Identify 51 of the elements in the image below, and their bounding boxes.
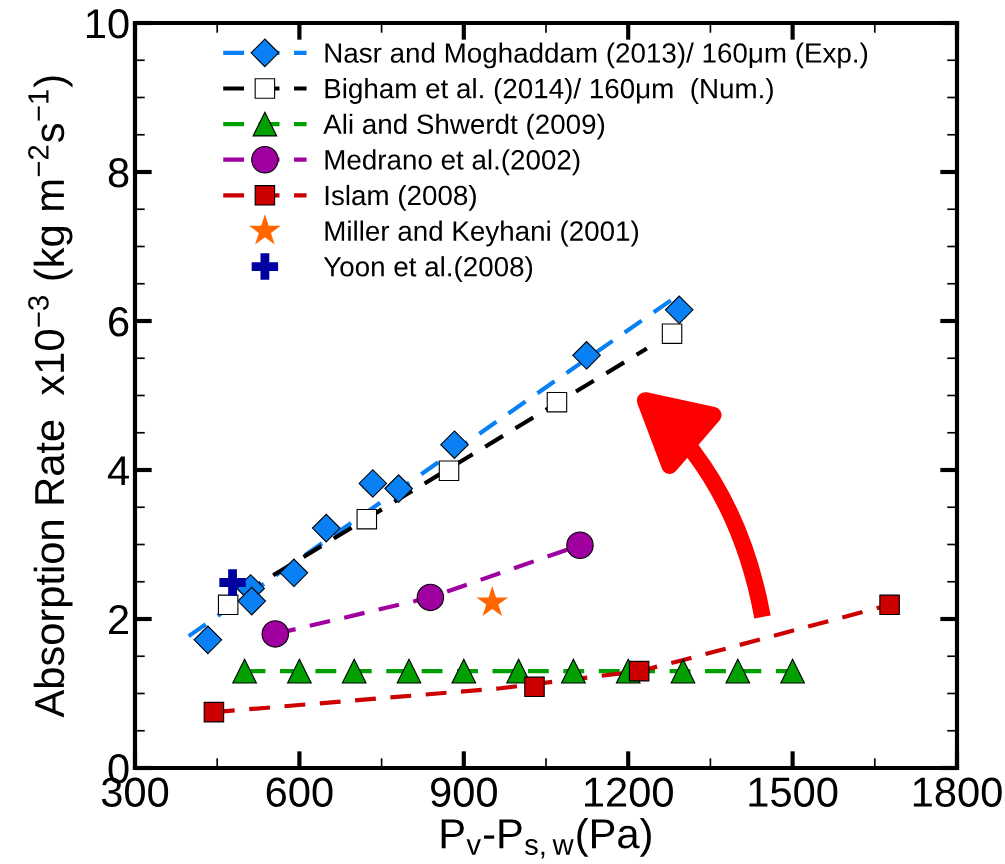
- point: [440, 430, 469, 459]
- point: [311, 513, 341, 543]
- legend-label: Bigham et al. (2014)/ 160μm (Num.): [325, 78, 773, 104]
- point: [438, 460, 460, 482]
- legend-label: Ali and Shwerdt (2009): [323, 113, 605, 140]
- point: [566, 531, 594, 559]
- legend-label: Yoon et al.(2008): [323, 256, 533, 283]
- legend-label: Nasr and Moghaddam (2013)/ 160μm (Exp.): [325, 42, 868, 69]
- point: [261, 620, 290, 648]
- legend-label: Medrano et al.(2002): [325, 149, 580, 176]
- legend-label: Miller and Keyhani (2001): [325, 220, 639, 247]
- point: [780, 658, 805, 684]
- y-tick-label: 10: [86, 9, 129, 39]
- x-tick-label: 1800: [913, 777, 1002, 807]
- point: [356, 508, 378, 530]
- x-tick-label: 1500: [749, 777, 838, 807]
- legend-label: Islam (2008): [325, 184, 476, 211]
- x-tick-label: 600: [266, 777, 333, 807]
- y-axis-title: Absorption Rate x10$^{−3}$ (kg m$^{−2}$s$^{−1}$): [28, 76, 73, 718]
- x-tick-label: 1200: [585, 777, 673, 807]
- y-tick-label: 8: [108, 158, 129, 188]
- point: [561, 658, 586, 684]
- point: [572, 340, 601, 370]
- y-tick-label: 6: [109, 307, 129, 337]
- point: [396, 658, 422, 684]
- point: [628, 660, 650, 682]
- point: [384, 474, 413, 503]
- point: [237, 586, 267, 616]
- point: [203, 701, 225, 723]
- point: [524, 676, 545, 698]
- point: [451, 658, 477, 684]
- y-tick-label: 4: [107, 456, 129, 486]
- point: [279, 558, 309, 588]
- point: [287, 658, 312, 684]
- point: [670, 658, 696, 684]
- point: [546, 391, 568, 413]
- point: [193, 625, 223, 655]
- point: [358, 469, 388, 498]
- point: [232, 658, 257, 684]
- point: [416, 583, 445, 612]
- point: [661, 323, 683, 344]
- point: [664, 295, 694, 325]
- point: [725, 658, 751, 684]
- x-tick-label: 900: [431, 777, 497, 807]
- x-axis-title: P$_{v}$-P$_{s,w}$(Pa): [441, 817, 651, 859]
- point: [217, 594, 239, 616]
- point: [879, 594, 900, 616]
- point: [219, 569, 246, 596]
- point: [476, 585, 509, 617]
- point: [341, 658, 367, 684]
- y-tick-label: 2: [109, 605, 129, 635]
